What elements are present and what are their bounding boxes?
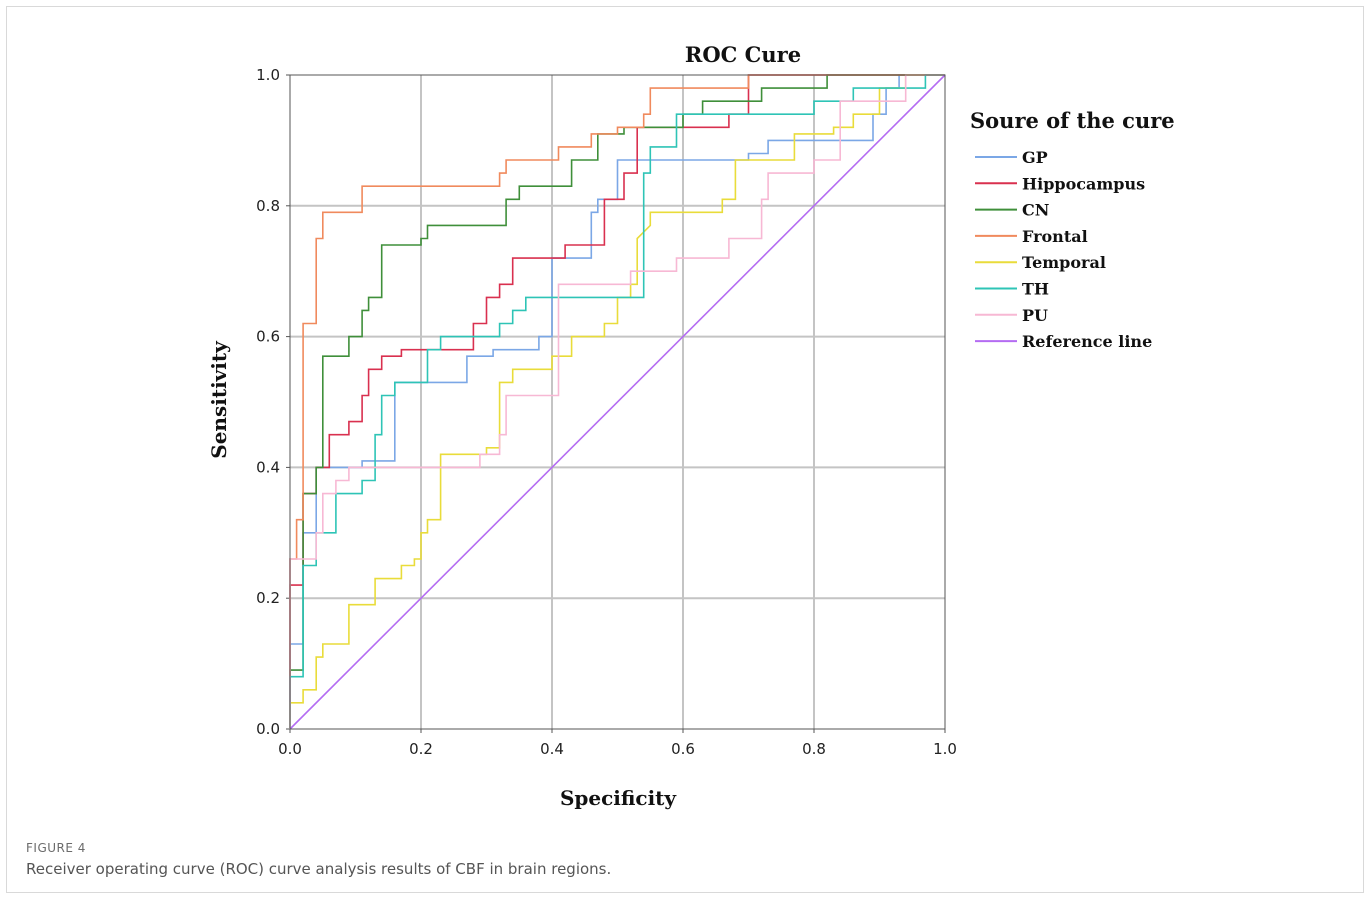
legend-label-reference-line: Reference line (1022, 332, 1152, 351)
x-tick-label: 0.6 (671, 740, 695, 758)
y-tick-label: 1.0 (256, 66, 280, 84)
series-line-frontal (289, 74, 945, 729)
x-tick-label: 1.0 (933, 740, 957, 758)
series-line-reference-line (289, 74, 946, 730)
series-line-hippocampus (289, 74, 945, 729)
legend-label-th: TH (1022, 280, 1049, 299)
legend: Soure of the cure GP Hippocampus CN Frontal… (970, 108, 1175, 351)
figure-caption: Receiver operating curve (ROC) curve ana… (26, 860, 612, 878)
series-line-temporal (289, 74, 945, 729)
legend-label-gp: GP (1022, 148, 1048, 167)
legend-label-frontal: Frontal (1022, 227, 1088, 246)
series-line-pu (289, 74, 945, 729)
legend-items: GP Hippocampus CN Frontal Temporal TH PU Refere… (975, 148, 1152, 351)
y-tick-labels: 0.0 0.2 0.4 0.6 0.8 1.0 (256, 66, 280, 738)
x-tick-label: 0.0 (278, 740, 302, 758)
figure-label: FIGURE 4 (26, 841, 86, 855)
legend-label-hippocampus: Hippocampus (1022, 174, 1145, 193)
y-tick-label: 0.2 (256, 589, 280, 607)
chart-title: ROC Cure (685, 42, 801, 67)
plot-border (289, 74, 946, 730)
y-axis-label: Sensitivity (207, 340, 231, 459)
series-lines (289, 74, 946, 730)
y-tick-label: 0.0 (256, 720, 280, 738)
grid (286, 74, 946, 733)
x-axis-label: Specificity (560, 786, 677, 810)
series-line-th (289, 74, 945, 729)
x-tick-label: 0.4 (540, 740, 564, 758)
legend-label-pu: PU (1022, 306, 1048, 325)
legend-title: Soure of the cure (970, 108, 1175, 133)
y-tick-label: 0.4 (256, 458, 280, 476)
y-tick-label: 0.6 (256, 328, 280, 346)
legend-label-cn: CN (1022, 201, 1049, 220)
x-tick-label: 0.8 (802, 740, 826, 758)
legend-label-temporal: Temporal (1022, 253, 1106, 272)
y-tick-label: 0.8 (256, 197, 280, 215)
x-tick-label: 0.2 (409, 740, 433, 758)
x-tick-labels: 0.0 0.2 0.4 0.6 0.8 1.0 (278, 740, 957, 758)
